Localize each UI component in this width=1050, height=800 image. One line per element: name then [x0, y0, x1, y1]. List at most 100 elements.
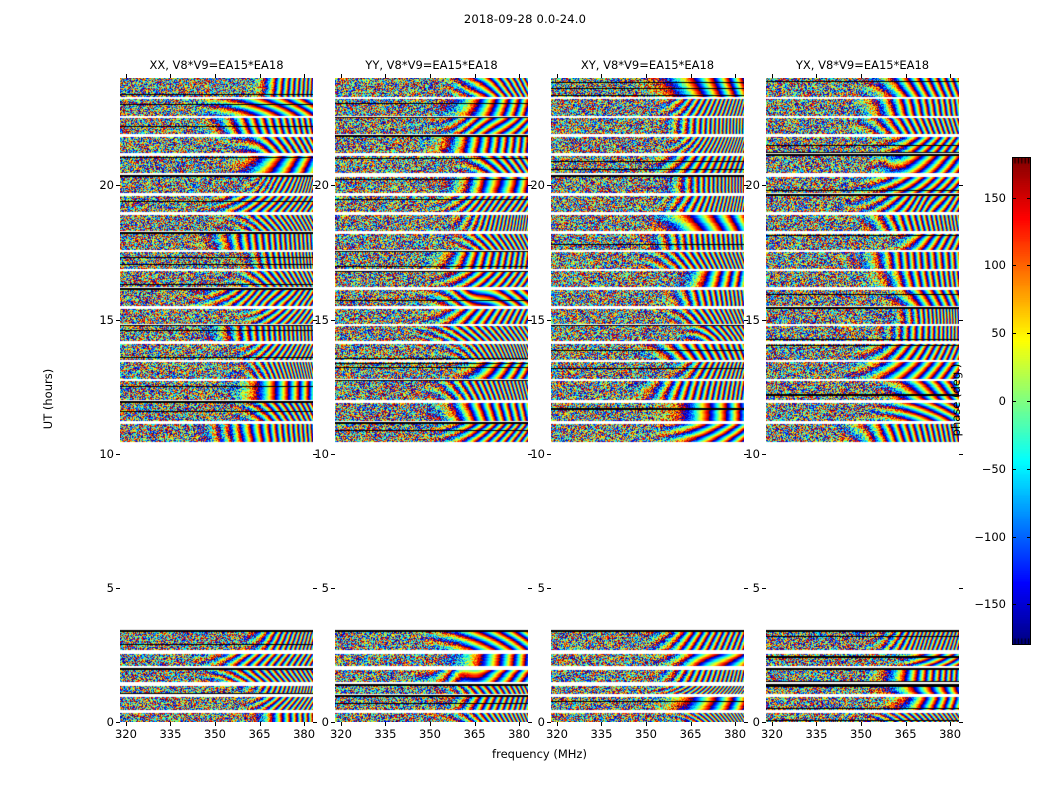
y-tick [547, 587, 551, 589]
colorbar-tick [1012, 265, 1016, 267]
colorbar-tick-right [1027, 333, 1031, 335]
colorbar-tick-label: 100 [984, 258, 1006, 273]
x-tick [950, 722, 952, 726]
colorbar-tick-right [1027, 265, 1031, 267]
x-tick-top [771, 74, 773, 78]
x-tick [735, 722, 737, 726]
y-tick-right [744, 587, 748, 589]
y-tick-right [528, 453, 532, 455]
x-axis-label: frequency (MHz) [492, 747, 587, 761]
y-tick-right [313, 587, 317, 589]
x-tick-top [601, 74, 603, 78]
colorbar-tick-label: −50 [981, 461, 1006, 476]
y-tick-right [528, 185, 532, 187]
x-tick-label: 335 [374, 727, 397, 741]
x-tick-label: 365 [463, 727, 486, 741]
colorbar-tick-label: −100 [974, 529, 1006, 544]
y-tick-label: 0 [537, 715, 545, 729]
y-tick [762, 319, 766, 321]
y-tick [547, 319, 551, 321]
x-tick-top [385, 74, 387, 78]
x-tick-top [905, 74, 907, 78]
x-tick-label: 320 [760, 727, 783, 741]
colorbar-tick [1012, 536, 1016, 538]
x-tick-top [259, 74, 261, 78]
y-axis-label: UT (hours) [41, 368, 55, 430]
x-tick-top [474, 74, 476, 78]
x-tick-label: 335 [805, 727, 828, 741]
colorbar-tick-label: 150 [984, 190, 1006, 205]
x-tick-top [950, 74, 952, 78]
y-tick-right [528, 319, 532, 321]
y-tick [547, 722, 551, 723]
x-tick-top [519, 74, 521, 78]
y-tick [116, 587, 120, 589]
y-tick-right [313, 453, 317, 455]
y-tick [547, 185, 551, 187]
panel-xx[interactable]: XX, V8*V9=EA15*EA18 320 335 350 365 380 0 5 10 1… [99, 58, 317, 741]
panel-title-yx: YX, V8*V9=EA15*EA18 [795, 58, 930, 72]
y-tick-label: 0 [106, 715, 114, 729]
y-tick-label: 10 [99, 446, 114, 461]
panel-yy[interactable]: YY, V8*V9=EA15*EA18 320 335 350 365 380 0 5 10 1… [314, 58, 532, 741]
y-tick-label: 15 [314, 312, 329, 327]
y-tick [116, 185, 120, 187]
colorbar-tick [1012, 333, 1016, 335]
y-tick-right [744, 319, 748, 321]
x-tick-label: 380 [508, 727, 531, 741]
heatmap-image-yx [766, 78, 959, 722]
colorbar-tick-right [1027, 401, 1031, 402]
panel-yx[interactable]: YX, V8*V9=EA15*EA18 320 335 350 365 380 0 5 10 1… [745, 58, 963, 741]
y-tick-label: 5 [321, 580, 329, 595]
x-tick [215, 722, 216, 726]
y-tick-label: 15 [99, 312, 114, 327]
x-tick [474, 722, 476, 726]
x-tick-label: 380 [724, 727, 747, 741]
x-tick [170, 722, 172, 726]
x-tick [601, 722, 603, 726]
y-tick-right [959, 722, 963, 723]
x-tick [125, 722, 127, 726]
y-tick-label: 20 [314, 178, 329, 193]
x-tick-label: 320 [329, 727, 352, 741]
colorbar-tick [1012, 401, 1016, 402]
x-tick [905, 722, 907, 726]
colorbar-tick-label: −150 [974, 597, 1006, 612]
x-tick-label: 380 [939, 727, 962, 741]
x-tick-top [125, 74, 127, 78]
y-tick [116, 722, 120, 723]
y-tick-label: 20 [745, 178, 760, 193]
colorbar-tick-label: 0 [998, 394, 1006, 408]
panel-title-yy: YY, V8*V9=EA15*EA18 [365, 58, 498, 72]
panel-xy[interactable]: XY, V8*V9=EA15*EA18 320 335 350 365 380 0 5 10 1… [530, 58, 748, 741]
x-tick-top [556, 74, 558, 78]
y-tick-right [959, 185, 963, 187]
x-tick [646, 722, 647, 726]
colorbar-tick-right [1027, 468, 1031, 470]
x-tick-top [215, 74, 216, 78]
x-tick-label: 335 [590, 727, 613, 741]
x-tick [259, 722, 261, 726]
y-tick-right [744, 453, 748, 455]
colorbar[interactable]: −150 −100 −50 0 50 100 150 [974, 157, 1031, 645]
y-tick-right [744, 185, 748, 187]
y-tick [547, 453, 551, 455]
y-tick [331, 453, 335, 455]
colorbar-label: phase (deg.) [949, 363, 963, 437]
x-tick-top [430, 74, 431, 78]
y-tick-label: 20 [530, 178, 545, 193]
heatmap-image-xx [120, 78, 313, 722]
y-tick-label: 0 [752, 715, 760, 729]
y-tick [331, 185, 335, 187]
x-tick [340, 722, 342, 726]
colorbar-tick-right [1027, 604, 1031, 606]
y-tick-right [528, 587, 532, 589]
y-tick-label: 10 [530, 446, 545, 461]
x-tick-top [816, 74, 818, 78]
x-tick-top [646, 74, 647, 78]
colorbar-tick-right [1027, 536, 1031, 538]
y-tick [762, 185, 766, 187]
x-tick-label: 320 [545, 727, 568, 741]
x-tick-top [170, 74, 172, 78]
heatmap-image-yy [335, 78, 528, 722]
